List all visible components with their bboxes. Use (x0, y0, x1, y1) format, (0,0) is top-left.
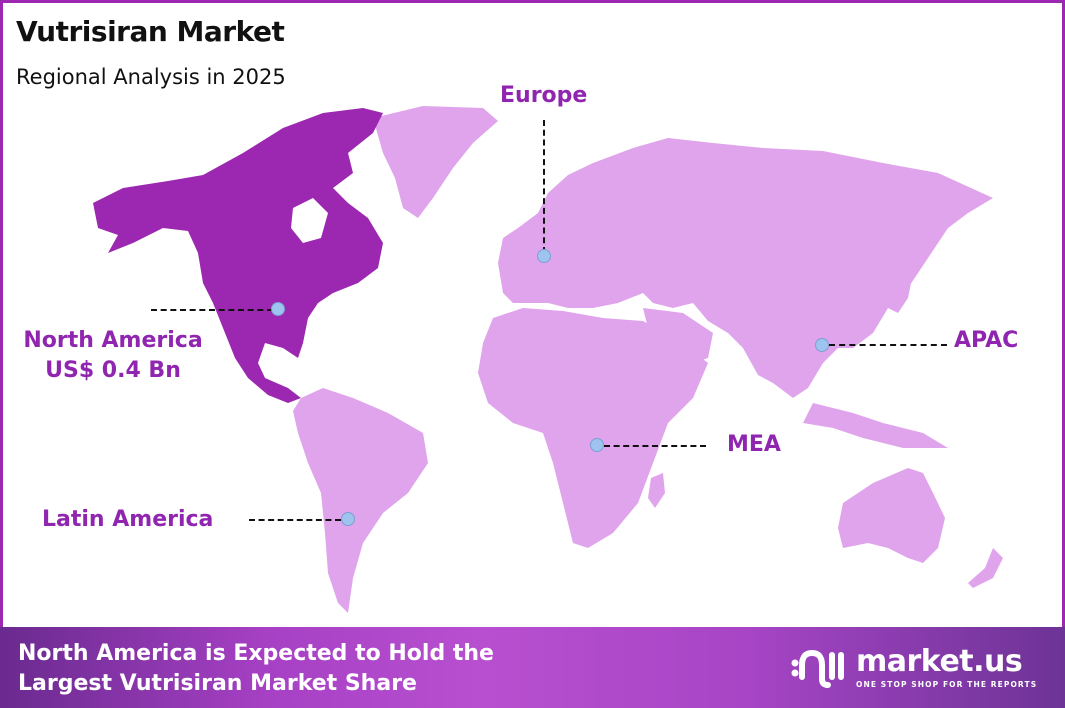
marker-apac[interactable] (815, 338, 829, 352)
region-label-europe: Europe (500, 83, 588, 108)
region-australia (838, 468, 945, 563)
market-us-logo[interactable]: market.us ONE STOP SHOP FOR THE REPORTS (790, 645, 1037, 689)
leader-line-latin-america (249, 519, 341, 521)
marker-mea[interactable] (590, 438, 604, 452)
region-label-latin-america: Latin America (42, 507, 214, 532)
leader-line-europe (543, 120, 545, 253)
world-map (93, 106, 1003, 613)
region-label-north-america: North America US$ 0.4 Bn (15, 326, 211, 386)
marker-europe[interactable] (537, 249, 551, 263)
footer-headline: North America is Expected to Hold the La… (18, 639, 494, 699)
region-mea (478, 308, 708, 548)
page-title: Vutrisiran Market (16, 15, 285, 48)
region-japan (888, 258, 913, 313)
leader-line-north-america (151, 309, 273, 311)
logo-name: market.us (856, 643, 1023, 679)
region-name: North America (23, 328, 203, 353)
region-label-apac: APAC (954, 328, 1019, 353)
region-sea-islands (803, 403, 948, 448)
leader-line-mea (604, 445, 706, 447)
region-eurasia (498, 138, 993, 398)
region-label-mea: MEA (727, 432, 781, 457)
marker-north-america[interactable] (271, 302, 285, 316)
marker-latin-america[interactable] (341, 512, 355, 526)
page-subtitle: Regional Analysis in 2025 (16, 65, 286, 89)
logo-mark-icon (791, 649, 844, 688)
leader-line-apac (829, 344, 947, 346)
region-north-america (93, 108, 383, 403)
footer-line-2: Largest Vutrisiran Market Share (18, 671, 417, 696)
region-value: US$ 0.4 Bn (45, 358, 181, 383)
footer-line-1: North America is Expected to Hold the (18, 641, 494, 666)
region-latin-america (293, 388, 428, 613)
region-greenland (373, 106, 498, 218)
footer-banner: North America is Expected to Hold the La… (0, 627, 1065, 708)
logo-tagline: ONE STOP SHOP FOR THE REPORTS (856, 679, 1038, 689)
